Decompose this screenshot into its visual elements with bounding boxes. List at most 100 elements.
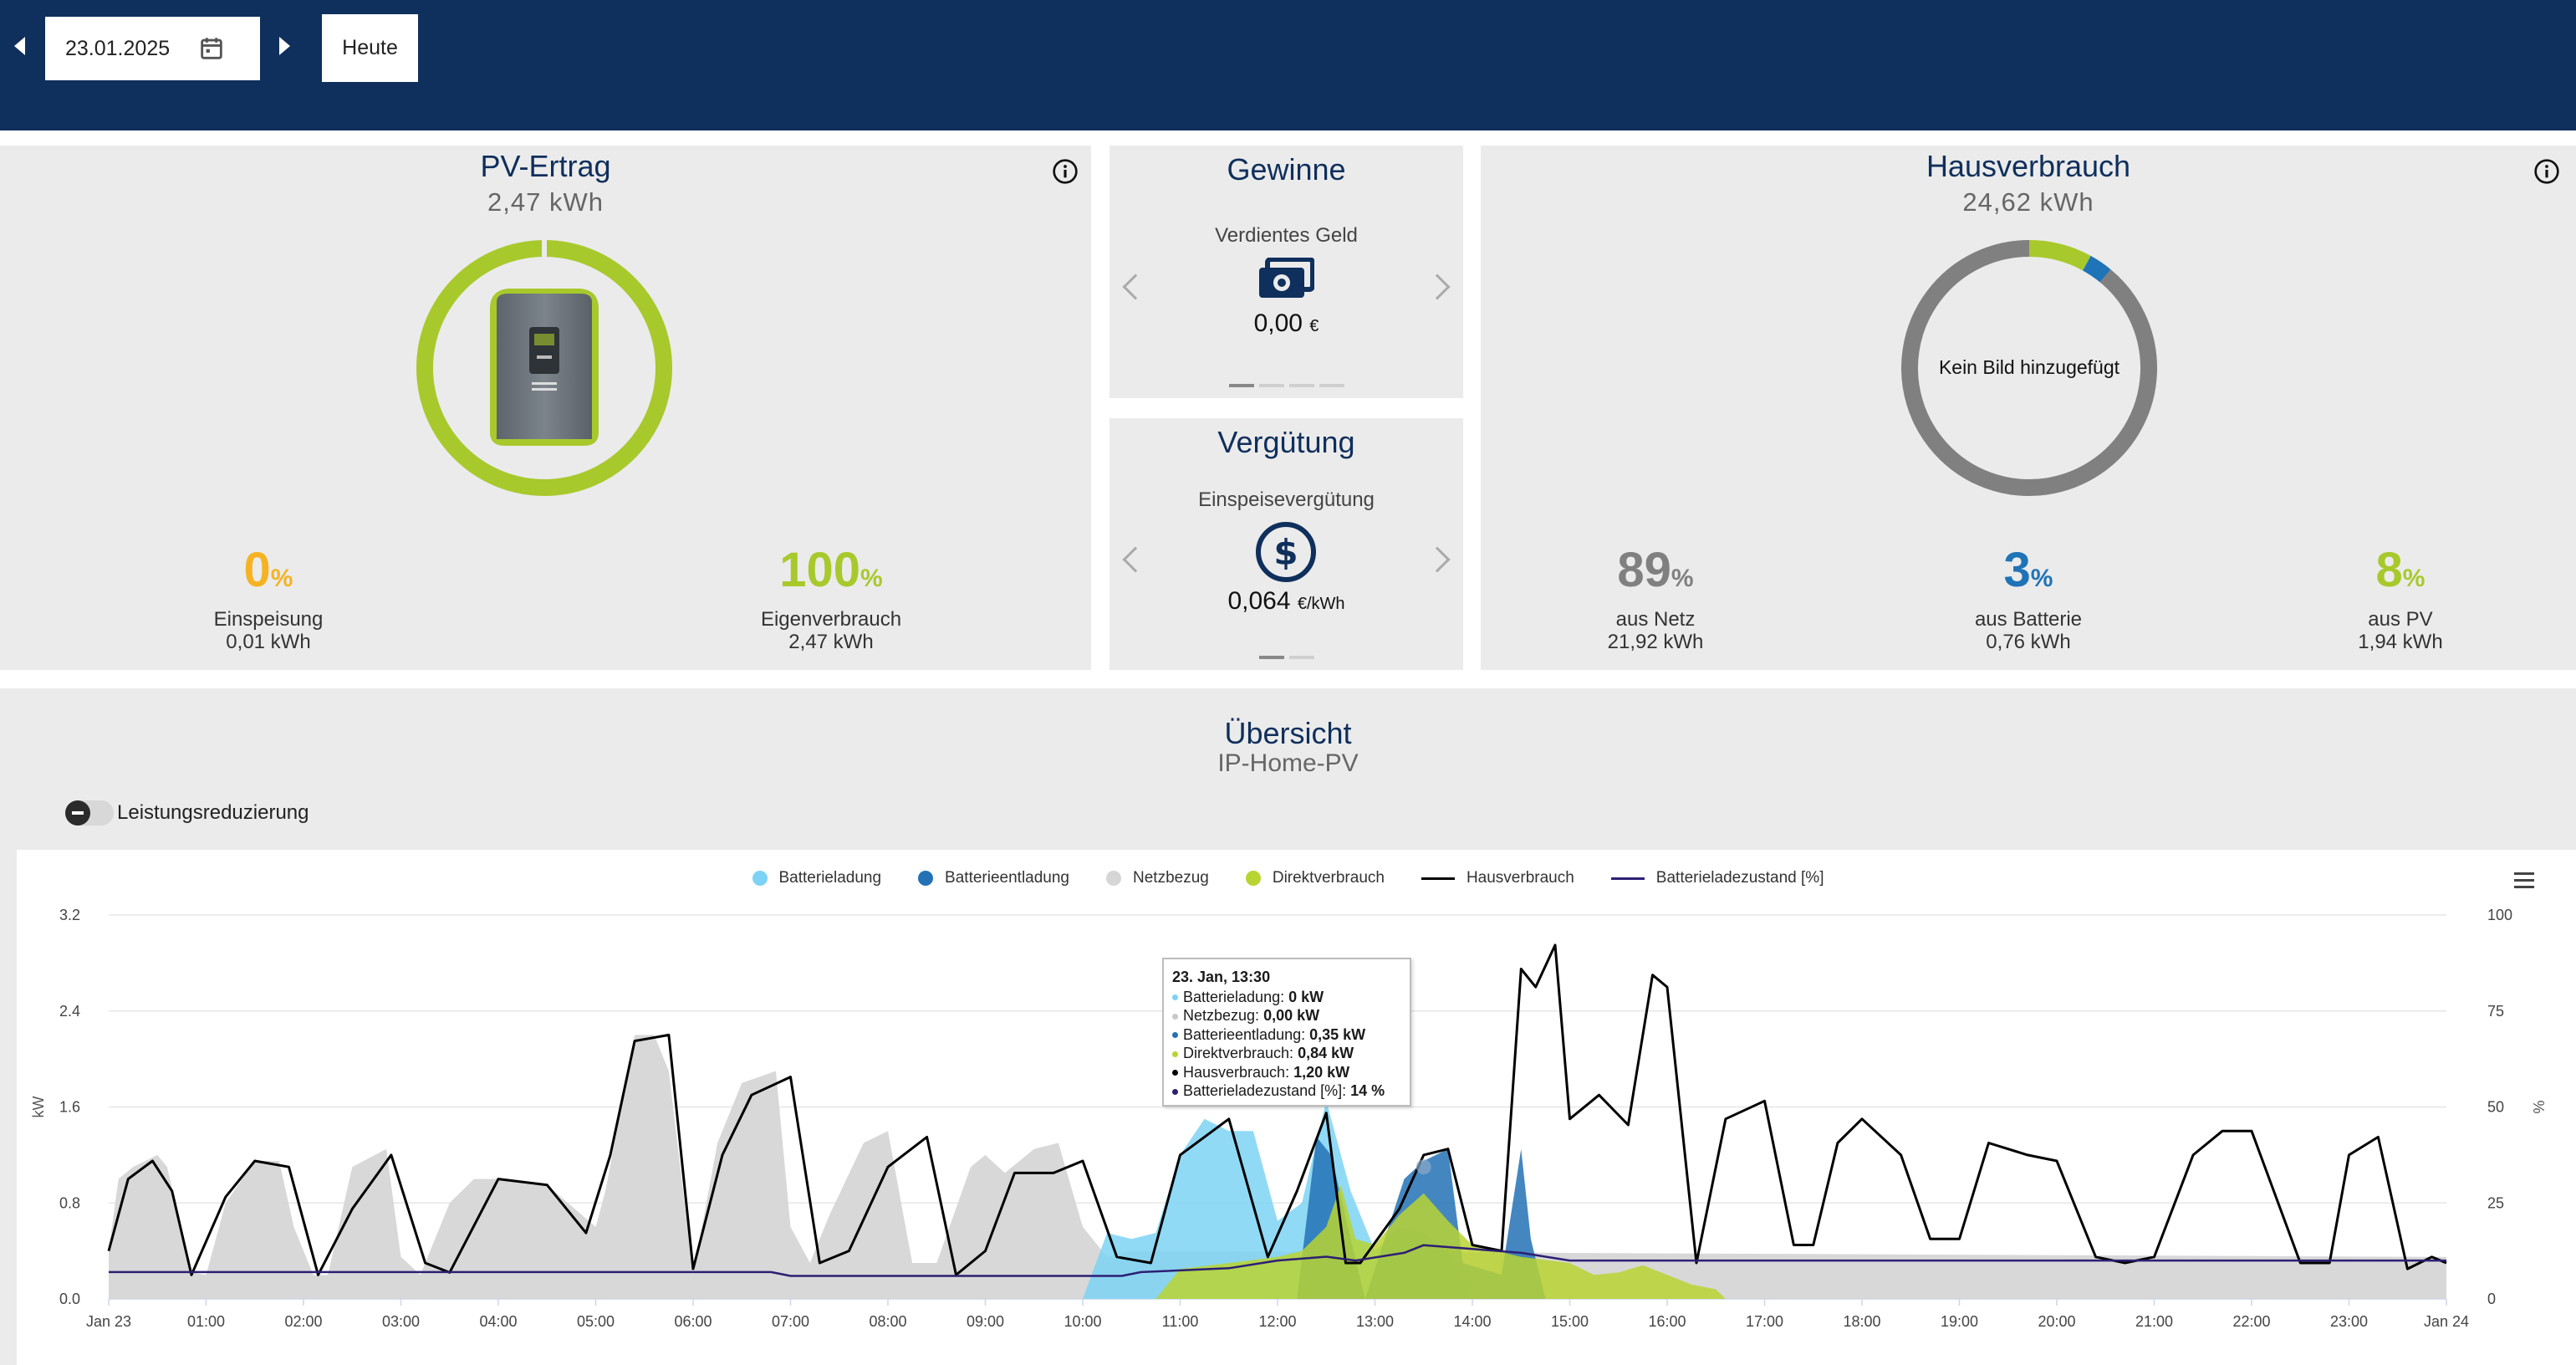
y-tick-label: 0.0 xyxy=(59,1291,80,1307)
feed-in-kwh: 0,01 kWh xyxy=(226,631,311,653)
y-tick-label: 3.2 xyxy=(59,907,80,923)
from-grid-kwh: 21,92 kWh xyxy=(1607,631,1704,653)
legend-label: Hausverbrauch xyxy=(1466,869,1574,887)
earnings-title: Gewinne xyxy=(1227,152,1346,187)
today-button[interactable]: Heute xyxy=(322,14,418,82)
tooltip-value: 0,00 kW xyxy=(1263,1007,1320,1024)
carousel-dot[interactable] xyxy=(1258,656,1284,659)
series-batterieladung-area[interactable] xyxy=(1083,1101,1472,1299)
legend-swatch xyxy=(752,871,768,886)
x-tick-label: 22:00 xyxy=(2232,1313,2270,1330)
compensation-prev-arrow-icon[interactable] xyxy=(1122,546,1149,573)
x-tick-label: 10:00 xyxy=(1064,1313,1101,1330)
chart-tooltip: 23. Jan, 13:30 Batterieladung: 0 kW Netzb… xyxy=(1162,958,1411,1107)
tooltip-label: Batterieladung: xyxy=(1183,988,1289,1005)
x-tick-label: 06:00 xyxy=(674,1313,712,1330)
series-direktverbrauch-area[interactable] xyxy=(1155,1184,1726,1299)
legend-item[interactable]: Direktverbrauch xyxy=(1245,869,1385,887)
tooltip-bullet xyxy=(1172,1051,1178,1057)
legend-item[interactable]: Batterieentladung xyxy=(918,869,1069,887)
x-tick-label: 21:00 xyxy=(2135,1313,2173,1330)
previous-day-arrow-icon[interactable] xyxy=(14,37,25,55)
carousel-dot[interactable] xyxy=(1288,384,1314,387)
earnings-prev-arrow-icon[interactable] xyxy=(1122,274,1149,300)
earnings-card: Gewinne Verdientes Geld 0,00 € xyxy=(1109,146,1463,398)
earnings-carousel-dots xyxy=(1109,384,1463,387)
legend-item[interactable]: Batterieladung xyxy=(752,869,881,887)
y-axis-title: kW xyxy=(30,1097,47,1118)
tooltip-value: 0,35 kW xyxy=(1309,1025,1366,1043)
ring-segment-battery xyxy=(2082,255,2111,283)
house-consumption-total: 24,62 kWh xyxy=(1962,187,2094,217)
y2-tick-label: 0 xyxy=(2487,1291,2496,1307)
earnings-label: Verdientes Geld xyxy=(1215,224,1358,247)
legend-swatch xyxy=(1610,877,1645,880)
tooltip-value: 1,20 kW xyxy=(1293,1063,1350,1081)
self-consumption-label: Eigenverbrauch xyxy=(760,608,902,631)
x-tick-label: 19:00 xyxy=(1941,1313,1978,1330)
house-consumption-panel: Hausverbrauch 24,62 kWh Kein Bild hinzug… xyxy=(1481,146,2576,670)
tooltip-value: 0,84 kW xyxy=(1298,1045,1354,1061)
info-icon[interactable] xyxy=(1052,158,1079,185)
from-pv-label: aus PV xyxy=(2368,608,2433,631)
legend-swatch xyxy=(1421,877,1455,880)
carousel-dot[interactable] xyxy=(1228,384,1254,387)
self-consumption-kwh: 2,47 kWh xyxy=(788,631,874,653)
legend-label: Netzbezug xyxy=(1133,869,1209,887)
calendar-icon[interactable] xyxy=(197,34,226,63)
tooltip-label: Batterieladezustand [%]: xyxy=(1183,1082,1351,1099)
x-tick-label: 18:00 xyxy=(1843,1313,1880,1330)
from-battery-label: aus Batterie xyxy=(1974,608,2083,631)
y2-axis-title: % xyxy=(2530,1100,2547,1113)
x-tick-label: 03:00 xyxy=(382,1313,420,1330)
info-icon[interactable] xyxy=(2533,158,2560,185)
tooltip-label: Batterieentladung: xyxy=(1183,1025,1310,1043)
tooltip-row: Hausverbrauch: 1,20 kW xyxy=(1172,1063,1401,1082)
date-value: 23.01.2025 xyxy=(65,36,171,60)
carousel-dot[interactable] xyxy=(1258,384,1284,387)
overview-subtitle: IP-Home-PV xyxy=(1217,749,1359,777)
tooltip-header: 23. Jan, 13:30 xyxy=(1172,969,1271,985)
from-grid-label: aus Netz xyxy=(1615,608,1696,631)
svg-text:$: $ xyxy=(1273,532,1298,573)
tooltip-value: 14 % xyxy=(1350,1082,1385,1099)
x-tick-label: Jan 24 xyxy=(2424,1313,2469,1330)
toggle-knob[interactable] xyxy=(65,800,90,826)
dollar-coin-icon: $ xyxy=(1256,522,1316,582)
carousel-dot[interactable] xyxy=(1319,384,1344,387)
carousel-dot[interactable] xyxy=(1288,656,1314,659)
power-reduction-toggle[interactable] xyxy=(65,800,114,826)
overview-title: Übersicht xyxy=(1224,716,1352,750)
self-consumption-percent: 100% xyxy=(779,543,883,597)
legend-swatch xyxy=(1106,871,1121,886)
compensation-next-arrow-icon[interactable] xyxy=(1424,546,1451,573)
next-day-arrow-icon[interactable] xyxy=(279,37,290,55)
x-tick-label: 11:00 xyxy=(1162,1313,1199,1330)
y-tick-label: 1.6 xyxy=(59,1099,80,1116)
x-tick-label: 09:00 xyxy=(967,1313,1004,1330)
series-batterieladezustand-line[interactable] xyxy=(109,1244,2446,1277)
legend-item[interactable]: Netzbezug xyxy=(1106,869,1209,887)
earnings-next-arrow-icon[interactable] xyxy=(1424,274,1451,300)
legend-label: Direktverbrauch xyxy=(1272,869,1385,887)
x-tick-label: 13:00 xyxy=(1356,1313,1394,1330)
chart-menu-icon[interactable] xyxy=(2514,872,2534,889)
x-tick-label: 17:00 xyxy=(1746,1313,1783,1330)
legend-item[interactable]: Batterieladezustand [%] xyxy=(1610,869,1824,887)
x-tick-label: 04:00 xyxy=(479,1313,517,1330)
tooltip-value: 0 kW xyxy=(1288,988,1324,1005)
tooltip-row: Batterieentladung: 0,35 kW xyxy=(1172,1025,1401,1045)
y2-tick-label: 50 xyxy=(2487,1099,2504,1116)
legend-item[interactable]: Hausverbrauch xyxy=(1421,869,1574,887)
compensation-label: Einspeisevergütung xyxy=(1198,488,1375,511)
x-tick-label: 08:00 xyxy=(869,1313,906,1330)
no-image-text: Kein Bild hinzugefügt xyxy=(1938,356,2120,378)
y-tick-label: 2.4 xyxy=(59,1003,80,1020)
feed-in-percent: 0% xyxy=(243,543,293,597)
overview-chart: 0.0 0.8 1.6 2.4 3.2 0 25 50 75 100 kW% Jan 23 01:00 0… xyxy=(17,850,2576,1365)
date-picker[interactable]: 23.01.2025 xyxy=(45,17,260,80)
x-tick-label: 02:00 xyxy=(284,1313,322,1330)
x-tick-label: Jan 23 xyxy=(86,1313,131,1330)
feed-in-label: Einspeisung xyxy=(213,608,324,631)
series-hausverbrauch-line[interactable] xyxy=(107,943,2447,1276)
